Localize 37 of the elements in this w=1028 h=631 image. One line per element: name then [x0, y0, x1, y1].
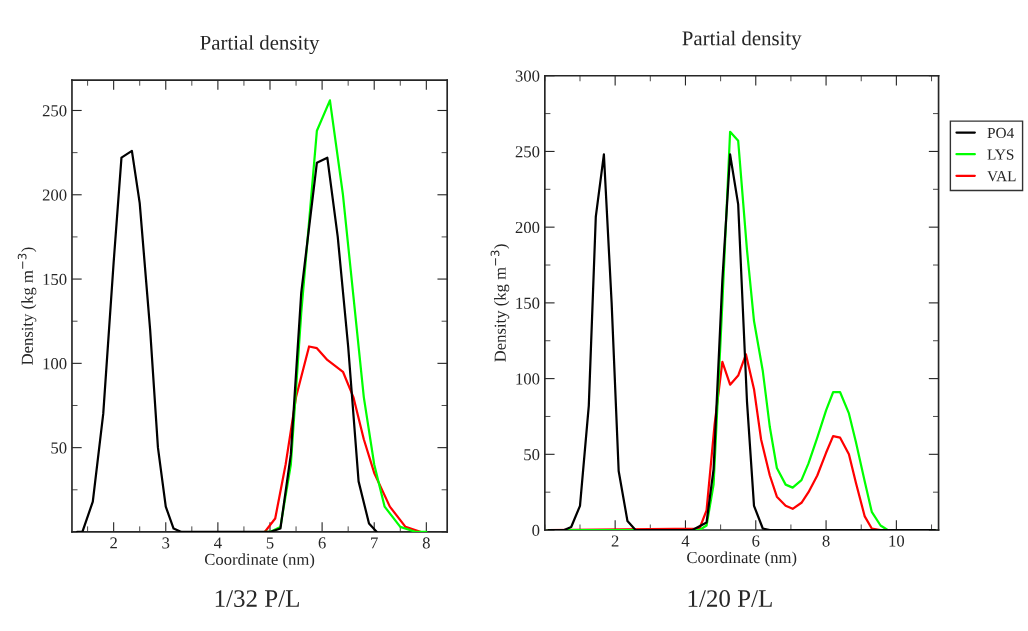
x-tick-label: 4 — [681, 535, 690, 547]
y-tick-label: 250 — [42, 105, 67, 117]
chart-title: Partial density — [200, 35, 320, 55]
x-tick-label: 10 — [889, 535, 905, 547]
legend-label: PO4 — [987, 127, 1014, 139]
y-tick-label: 50 — [524, 449, 540, 461]
y-tick-label: 50 — [51, 442, 67, 454]
y-tick-label: 200 — [515, 221, 540, 234]
x-axis-title: Coordinate (nm) — [204, 553, 315, 569]
y-tick-label: 300 — [515, 70, 540, 82]
x-tick-label: 6 — [318, 537, 326, 549]
x-tick-label: 4 — [214, 537, 222, 549]
line-series — [76, 149, 378, 532]
x-tick-label: 2 — [110, 537, 117, 549]
chart-title: Partial density — [682, 30, 802, 50]
y-tick-label: 150 — [43, 273, 67, 286]
y-tick-label: 0 — [532, 524, 540, 536]
line-series — [263, 345, 423, 532]
legend-label: VAL — [987, 171, 1016, 182]
x-tick-label: 2 — [611, 535, 619, 547]
y-axis-title: Density (kg m$^{−3}$) — [490, 244, 510, 362]
text: 1/32 P/L — [215, 590, 299, 607]
x-tick-label: 3 — [162, 537, 170, 549]
y-tick-label: 100 — [43, 358, 67, 370]
y-tick-label: 250 — [515, 146, 540, 158]
x-tick-label: 5 — [266, 537, 274, 549]
x-axis-title: Coordinate (nm) — [687, 551, 797, 567]
text: 1/20 P/L — [688, 590, 772, 607]
x-tick-label: 8 — [822, 535, 830, 547]
y-tick-label: 100 — [516, 373, 540, 385]
legend-label: LYS — [987, 149, 1014, 160]
x-tick-label: 6 — [752, 535, 760, 547]
x-tick-label: 7 — [371, 537, 378, 549]
y-tick-label: 200 — [42, 189, 67, 201]
y-axis-title: Density (kg m$^{−3}$) — [17, 247, 37, 365]
x-tick-label: 8 — [422, 537, 430, 549]
y-tick-label: 150 — [516, 297, 540, 309]
